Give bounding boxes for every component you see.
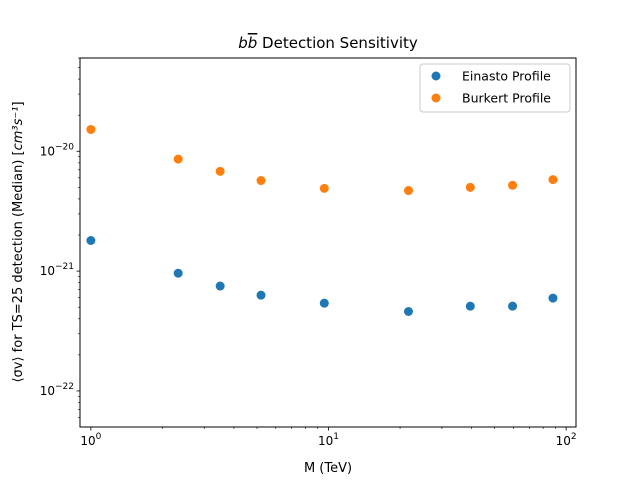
y-axis-label-unit: cm³s⁻¹	[11, 107, 26, 151]
data-point-einasto	[86, 235, 96, 245]
legend-label-burkert: Burkert Profile	[462, 91, 551, 106]
data-point-einasto	[215, 281, 225, 291]
plot-frame	[79, 57, 577, 428]
legend: Einasto Profile Burkert Profile	[419, 63, 571, 113]
legend-marker-einasto	[431, 71, 441, 81]
data-point-einasto	[403, 307, 413, 317]
x-tick-label: 101	[318, 432, 339, 448]
tick-labels: 100 101 102 10−22 10−21 10−20	[40, 142, 577, 448]
y-tick-label: 10−20	[40, 142, 75, 158]
y-axis-label-suffix: ]	[11, 101, 26, 106]
data-point-einasto	[508, 301, 518, 311]
data-point-burkert	[319, 183, 329, 193]
data-point-burkert	[215, 166, 225, 176]
data-point-burkert	[256, 176, 266, 186]
data-point-einasto	[465, 301, 475, 311]
data-point-einasto	[173, 268, 183, 278]
data-point-einasto	[319, 298, 329, 308]
y-axis-label-prefix: ⟨σv⟩ for TS=25 detection (Median) [	[11, 150, 26, 382]
title-rest: Detection Sensitivity	[257, 34, 418, 52]
data-point-einasto	[548, 293, 558, 303]
legend-box	[419, 63, 571, 113]
y-tick-label: 10−22	[40, 382, 74, 398]
data-point-burkert	[465, 182, 475, 192]
title-bbar: b	[248, 34, 258, 52]
chart-title: bb Detection Sensitivity	[238, 34, 418, 52]
plot-area-background	[80, 58, 576, 427]
data-point-burkert	[86, 124, 96, 134]
data-point-burkert	[508, 180, 518, 190]
title-b: b	[238, 34, 248, 52]
data-points	[86, 124, 558, 317]
y-axis-label: ⟨σv⟩ for TS=25 detection (Median) [cm³s⁻…	[11, 101, 26, 382]
x-tick-label: 102	[556, 432, 577, 448]
data-point-burkert	[548, 175, 558, 185]
y-tick-label: 10−21	[40, 262, 74, 278]
legend-marker-burkert	[431, 93, 441, 103]
data-point-einasto	[256, 290, 266, 300]
data-point-burkert	[173, 154, 183, 164]
major-ticks	[76, 150, 567, 431]
x-tick-label: 100	[80, 432, 101, 448]
x-axis-label: M (TeV)	[304, 461, 352, 476]
legend-label-einasto: Einasto Profile	[462, 69, 551, 84]
data-point-burkert	[403, 186, 413, 196]
